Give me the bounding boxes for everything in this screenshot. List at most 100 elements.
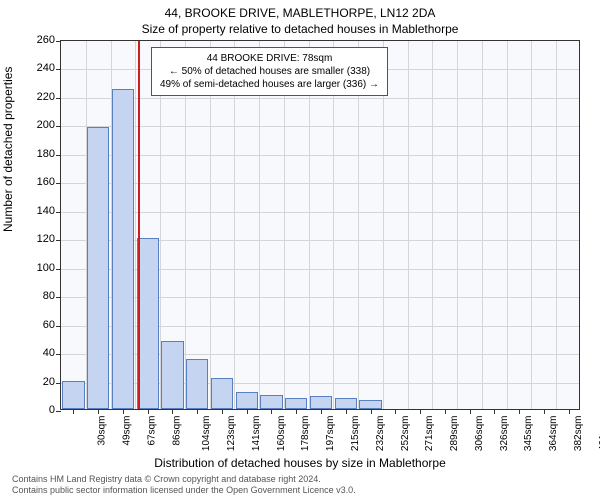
bar bbox=[359, 400, 381, 409]
x-tick-label: 232sqm bbox=[375, 416, 386, 452]
y-tick-label: 200 bbox=[25, 119, 55, 131]
annotation-line2: ← 50% of detached houses are smaller (33… bbox=[160, 65, 379, 78]
footer-text: Contains HM Land Registry data © Crown c… bbox=[12, 474, 356, 496]
y-tick-label: 240 bbox=[25, 62, 55, 74]
grid-line-v bbox=[507, 41, 508, 409]
tick-mark-x bbox=[346, 409, 347, 414]
bar bbox=[260, 395, 282, 409]
grid-line-v bbox=[457, 41, 458, 409]
y-tick-label: 160 bbox=[25, 176, 55, 188]
bar bbox=[335, 398, 357, 409]
grid-line-v bbox=[309, 41, 310, 409]
tick-mark-x bbox=[197, 409, 198, 414]
tick-mark-x bbox=[172, 409, 173, 414]
x-tick-label: 252sqm bbox=[400, 416, 411, 452]
grid-line-v bbox=[556, 41, 557, 409]
y-tick-label: 60 bbox=[25, 319, 55, 331]
tick-mark-x bbox=[98, 409, 99, 414]
tick-mark-y bbox=[56, 269, 61, 270]
grid-line-v bbox=[259, 41, 260, 409]
tick-mark-y bbox=[56, 98, 61, 99]
tick-mark-x bbox=[222, 409, 223, 414]
x-tick-label: 306sqm bbox=[474, 416, 485, 452]
grid-line-v bbox=[358, 41, 359, 409]
y-tick-label: 100 bbox=[25, 262, 55, 274]
y-tick-label: 260 bbox=[25, 34, 55, 46]
footer-line2: Contains public sector information licen… bbox=[12, 485, 356, 496]
grid-line-v bbox=[185, 41, 186, 409]
annotation-box: 44 BROOKE DRIVE: 78sqm ← 50% of detached… bbox=[151, 47, 388, 96]
tick-mark-x bbox=[544, 409, 545, 414]
grid-line-v bbox=[432, 41, 433, 409]
bar bbox=[285, 398, 307, 409]
bar bbox=[87, 127, 109, 409]
y-tick-label: 80 bbox=[25, 290, 55, 302]
tick-mark-x bbox=[271, 409, 272, 414]
grid-line-v bbox=[482, 41, 483, 409]
tick-mark-y bbox=[56, 326, 61, 327]
tick-mark-x bbox=[148, 409, 149, 414]
x-tick-label: 382sqm bbox=[573, 416, 584, 452]
grid-line-v bbox=[383, 41, 384, 409]
x-tick-label: 86sqm bbox=[171, 416, 182, 446]
tick-mark-x bbox=[519, 409, 520, 414]
tick-mark-x bbox=[420, 409, 421, 414]
chart-container: 44, BROOKE DRIVE, MABLETHORPE, LN12 2DA … bbox=[0, 0, 600, 500]
annotation-line1: 44 BROOKE DRIVE: 78sqm bbox=[160, 52, 379, 65]
tick-mark-y bbox=[56, 212, 61, 213]
x-tick-label: 271sqm bbox=[424, 416, 435, 452]
title-sub: Size of property relative to detached ho… bbox=[0, 22, 600, 36]
grid-line-v bbox=[210, 41, 211, 409]
bar bbox=[186, 359, 208, 409]
grid-line-v bbox=[284, 41, 285, 409]
y-tick-label: 120 bbox=[25, 233, 55, 245]
tick-mark-x bbox=[247, 409, 248, 414]
bar bbox=[310, 396, 332, 409]
tick-mark-y bbox=[56, 240, 61, 241]
y-tick-label: 180 bbox=[25, 148, 55, 160]
tick-mark-x bbox=[395, 409, 396, 414]
x-tick-label: 30sqm bbox=[97, 416, 108, 446]
x-tick-label: 326sqm bbox=[499, 416, 510, 452]
x-tick-label: 160sqm bbox=[276, 416, 287, 452]
tick-mark-x bbox=[494, 409, 495, 414]
x-tick-label: 197sqm bbox=[325, 416, 336, 452]
tick-mark-y bbox=[56, 69, 61, 70]
tick-mark-x bbox=[569, 409, 570, 414]
tick-mark-x bbox=[445, 409, 446, 414]
y-tick-label: 20 bbox=[25, 376, 55, 388]
tick-mark-y bbox=[56, 383, 61, 384]
bar bbox=[112, 89, 134, 409]
tick-mark-x bbox=[321, 409, 322, 414]
grid-line-v bbox=[333, 41, 334, 409]
y-tick-label: 220 bbox=[25, 91, 55, 103]
grid-line-v bbox=[531, 41, 532, 409]
bar bbox=[62, 381, 84, 409]
grid-line-v bbox=[234, 41, 235, 409]
tick-mark-y bbox=[56, 354, 61, 355]
x-tick-label: 104sqm bbox=[202, 416, 213, 452]
x-tick-label: 123sqm bbox=[226, 416, 237, 452]
bar bbox=[211, 378, 233, 409]
y-tick-label: 40 bbox=[25, 347, 55, 359]
tick-mark-x bbox=[470, 409, 471, 414]
footer-line1: Contains HM Land Registry data © Crown c… bbox=[12, 474, 356, 485]
x-tick-label: 364sqm bbox=[548, 416, 559, 452]
x-tick-label: 67sqm bbox=[146, 416, 157, 446]
bar bbox=[137, 238, 159, 409]
bar bbox=[236, 392, 258, 409]
y-axis-label: Number of detached properties bbox=[1, 67, 15, 232]
x-tick-label: 49sqm bbox=[122, 416, 133, 446]
x-tick-label: 141sqm bbox=[251, 416, 262, 452]
tick-mark-y bbox=[56, 41, 61, 42]
annotation-line3: 49% of semi-detached houses are larger (… bbox=[160, 78, 379, 91]
tick-mark-x bbox=[296, 409, 297, 414]
x-axis-label: Distribution of detached houses by size … bbox=[0, 456, 600, 470]
grid-line-v bbox=[408, 41, 409, 409]
x-tick-label: 289sqm bbox=[449, 416, 460, 452]
y-tick-label: 140 bbox=[25, 205, 55, 217]
tick-mark-y bbox=[56, 183, 61, 184]
tick-mark-x bbox=[123, 409, 124, 414]
tick-mark-y bbox=[56, 411, 61, 412]
reference-line bbox=[138, 41, 140, 409]
